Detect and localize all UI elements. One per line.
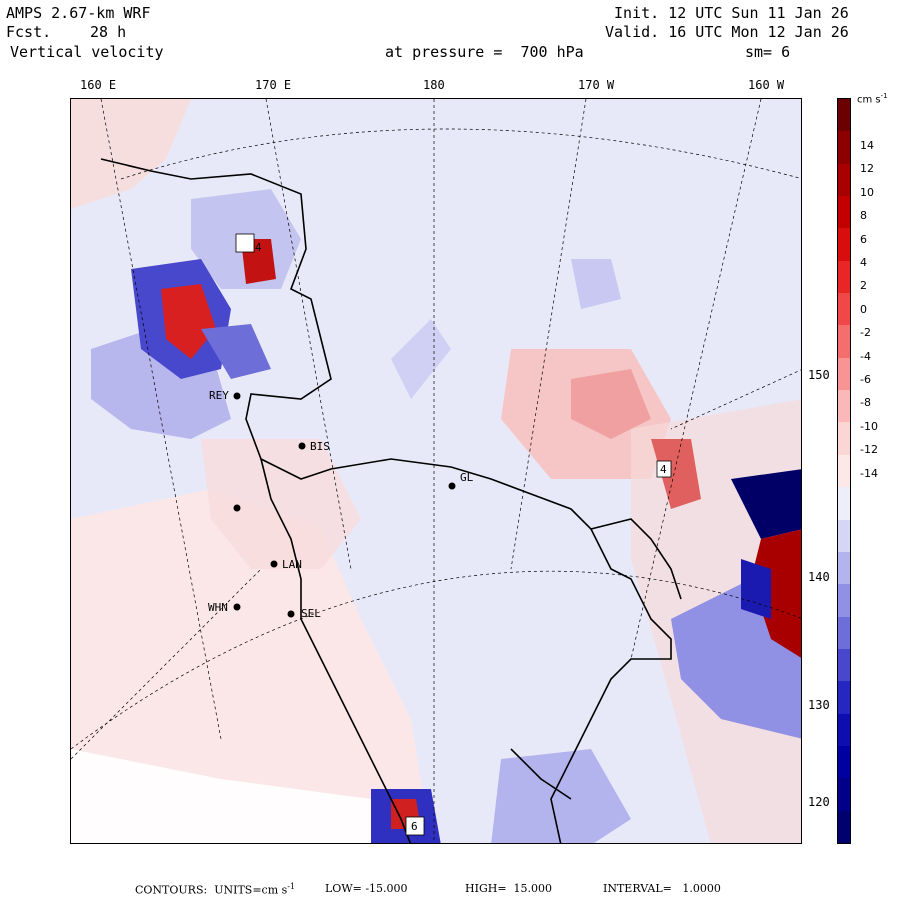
station-dot-bis[interactable] <box>298 442 306 450</box>
station-dot-west[interactable] <box>233 504 241 512</box>
map-panel[interactable]: REY BIS GL LAN WHN SEL 4 4 6 <box>70 98 802 844</box>
colorbar-tick-label: 10 <box>860 185 874 199</box>
footer-low: LOW= -15.000 <box>325 882 408 895</box>
pink-core-east <box>571 369 651 439</box>
footer-interval: INTERVAL= 1.0000 <box>603 882 721 895</box>
lon-label-170e: 170 E <box>255 78 292 92</box>
colorbar-segment <box>838 196 850 229</box>
colorbar-segment <box>838 325 850 359</box>
pink-region-sw <box>71 489 431 843</box>
colorbar-segment <box>838 390 850 423</box>
colorbar-segment <box>838 293 850 326</box>
colorbar-segment <box>838 681 850 715</box>
field-name: Vertical velocity <box>10 43 164 61</box>
colorbar-segment <box>838 778 850 812</box>
station-dot-lan[interactable] <box>270 560 278 568</box>
coastline <box>100 158 682 843</box>
colorbar-segment <box>838 357 850 391</box>
colorbar-tick-label: -4 <box>860 349 871 363</box>
colorbar-segment <box>838 713 850 747</box>
colorbar-tick-label: 2 <box>860 279 867 293</box>
colorbar-segment <box>838 454 850 488</box>
map-canvas <box>71 99 801 843</box>
init-time: Init. 12 UTC Sun 11 Jan 26 <box>614 4 849 22</box>
blue-patch-3 <box>571 259 621 309</box>
colorbar-segment <box>838 519 850 553</box>
colorbar-tick-label: -10 <box>860 419 878 433</box>
smoothing-value: sm= 6 <box>745 43 791 61</box>
white-blank-2 <box>405 816 425 836</box>
colorbar-segment <box>838 487 850 521</box>
colorbar-tick-label: -8 <box>860 396 871 410</box>
blue-streak-1 <box>391 319 451 399</box>
colorbar-segment <box>838 810 850 843</box>
colorbar-tick-label: 0 <box>860 302 867 316</box>
colorbar-segment <box>838 584 850 618</box>
colorbar-segment <box>838 260 850 294</box>
forecast-label: Fcst. <box>6 23 52 41</box>
colorbar-units: cm s-1 <box>857 92 888 106</box>
colorbar-segment <box>838 422 850 456</box>
footer-contours: CONTOURS: UNITS=cm s-1 <box>135 882 296 897</box>
colorbar-segment <box>838 616 850 650</box>
box-label-6: 6 <box>411 820 418 833</box>
colorbar-tick-label: -12 <box>860 443 878 457</box>
colorbar-segment <box>838 99 850 132</box>
colorbar-segment <box>838 163 850 197</box>
pink-region-nw <box>71 99 191 209</box>
colorbar-segment <box>838 745 850 779</box>
blue-patch-south <box>491 749 631 843</box>
station-dot-sel[interactable] <box>287 610 295 618</box>
intense-cells-south <box>371 789 441 843</box>
white-blank-3 <box>656 460 672 478</box>
station-dot-whn[interactable] <box>233 603 241 611</box>
colorbar-tick-label: -14 <box>860 466 878 480</box>
colorbar-tick-label: 14 <box>860 139 874 152</box>
colorbar-segment <box>838 551 850 585</box>
station-label-lan: LAN <box>282 558 302 571</box>
footer-high: HIGH= 15.000 <box>465 882 553 895</box>
colorbar-tick-label: 12 <box>860 162 874 176</box>
white-region-plateau <box>71 749 371 843</box>
white-blank-1 <box>235 233 255 253</box>
station-markers <box>233 392 456 618</box>
lon-label-160w: 160 W <box>748 78 785 92</box>
intense-cells-northwest <box>131 239 276 379</box>
model-title: AMPS 2.67-km WRF <box>6 4 151 22</box>
station-label-rey: REY <box>209 389 229 402</box>
colorbar-tick-label: -2 <box>860 326 871 340</box>
station-label-gl: GL <box>460 471 474 484</box>
colorbar <box>837 98 851 844</box>
colorbar-tick-label: 8 <box>860 209 867 223</box>
lon-label-180: 180 <box>423 78 445 92</box>
station-dot-gl[interactable] <box>448 482 456 490</box>
pressure-level: at pressure = 700 hPa <box>385 43 584 61</box>
lon-label-160e: 160 E <box>80 78 117 92</box>
forecast-hour: 28 h <box>90 23 127 41</box>
intense-cells-east <box>651 439 801 658</box>
colorbar-tick-label: 4 <box>860 256 867 269</box>
lon-label-170w: 170 W <box>578 78 615 92</box>
box-label-4a: 4 <box>255 241 262 254</box>
colorbar-segment <box>838 131 850 165</box>
colorbar-tick-label: 6 <box>860 232 867 246</box>
station-dot-rey[interactable] <box>233 392 241 400</box>
colorbar-tick-label: -6 <box>860 373 871 386</box>
station-label-bis: BIS <box>310 440 330 453</box>
colorbar-segment <box>838 228 850 262</box>
colorbar-segment <box>838 648 850 682</box>
station-label-sel: SEL <box>301 607 321 620</box>
station-label-whn: WHN <box>208 601 228 614</box>
box-label-4b: 4 <box>660 463 667 476</box>
valid-time: Valid. 16 UTC Mon 12 Jan 26 <box>605 23 849 41</box>
